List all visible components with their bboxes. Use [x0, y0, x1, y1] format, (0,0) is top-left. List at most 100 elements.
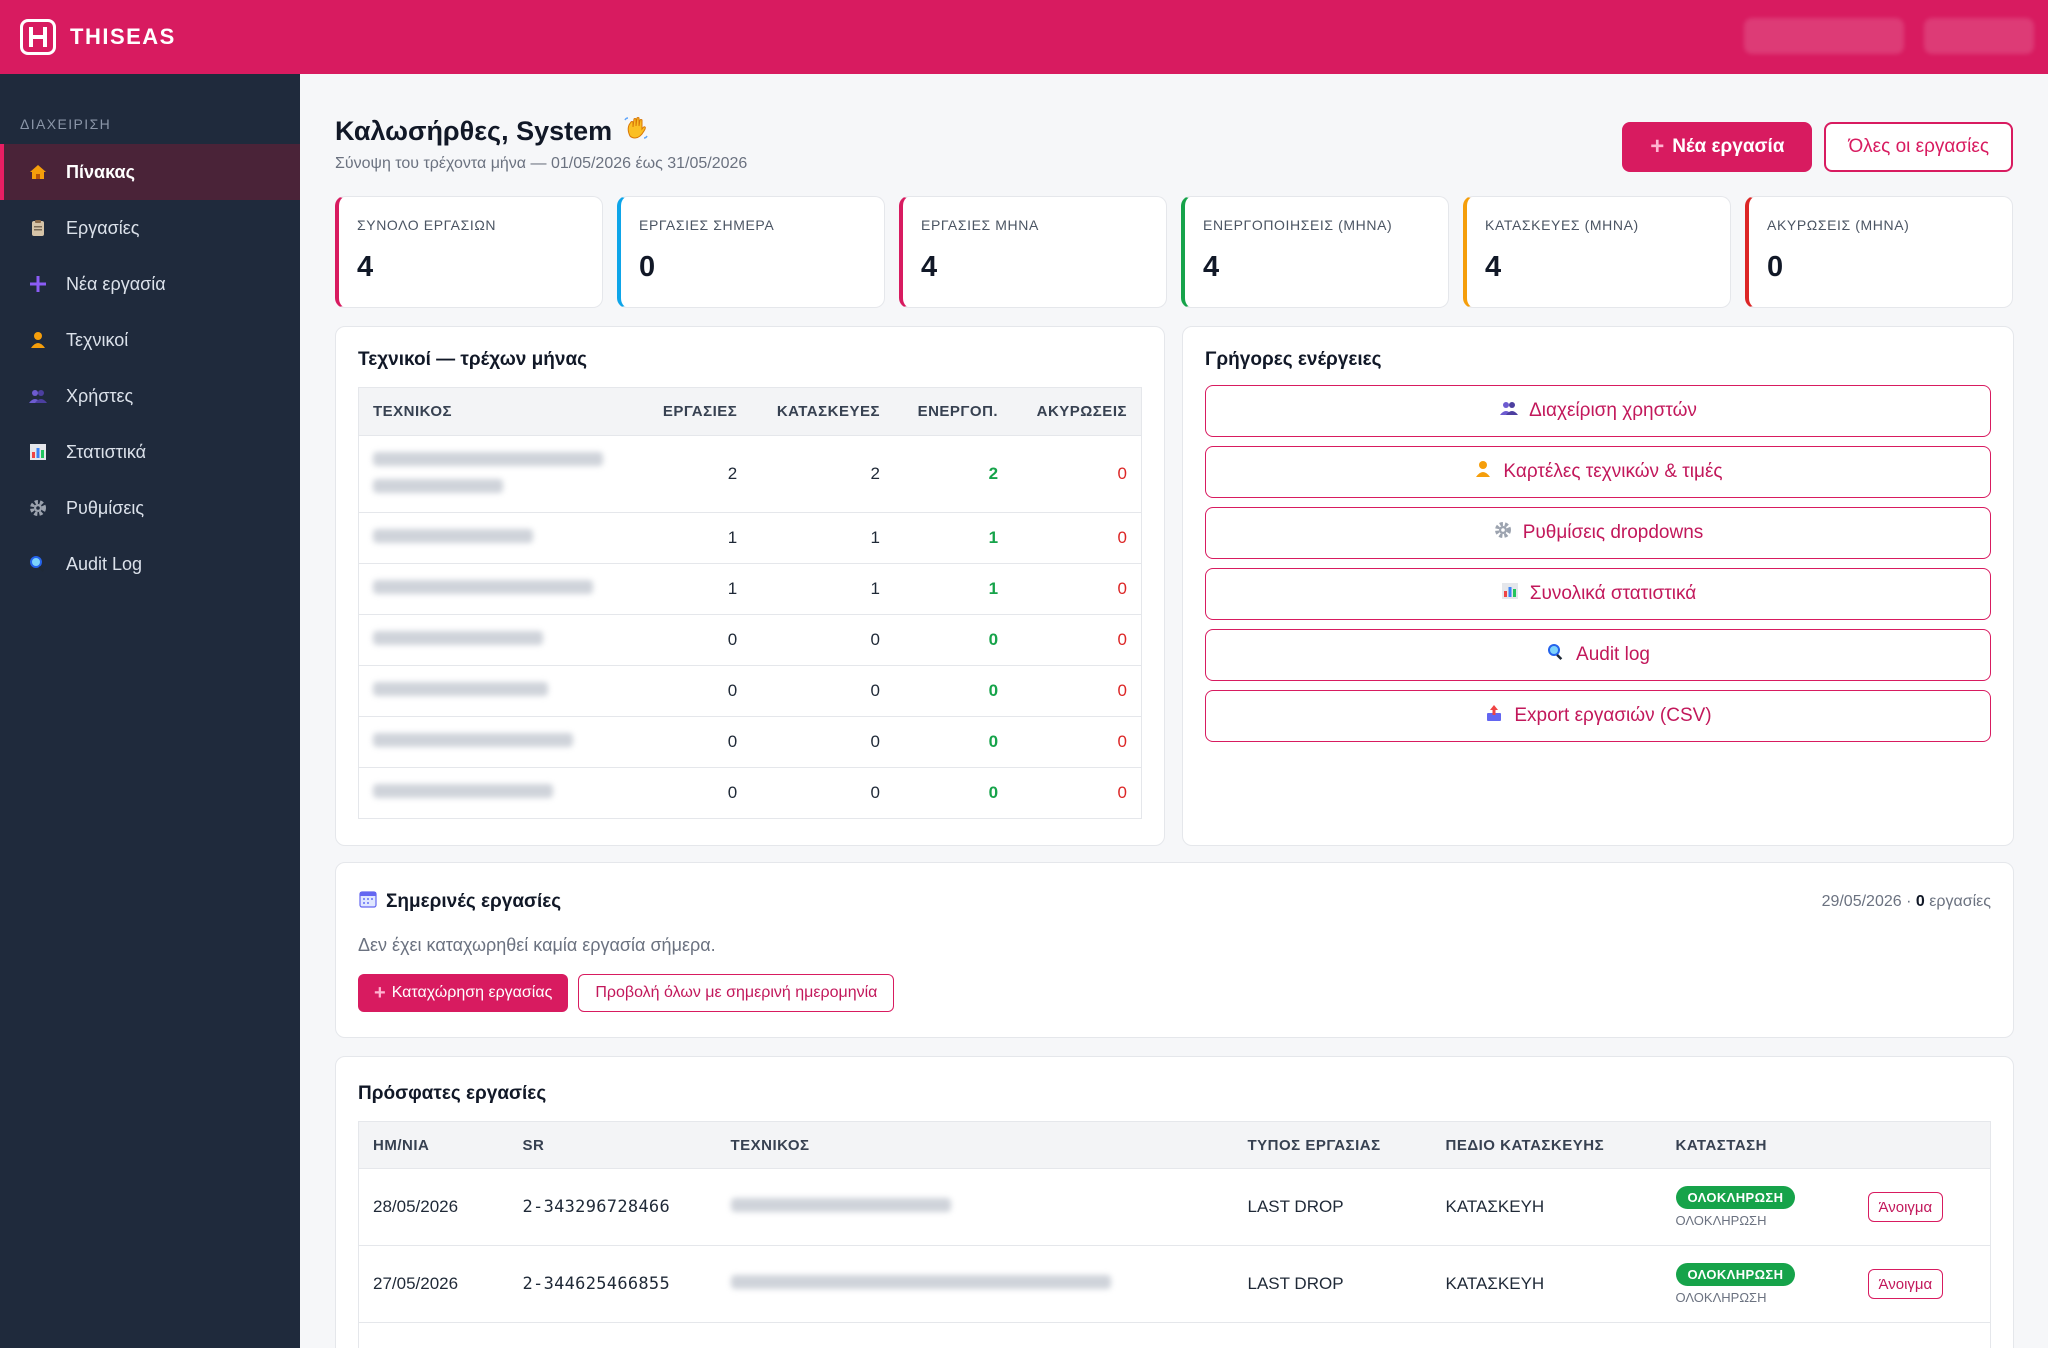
technician-cards-button[interactable]: Καρτέλες τεχνικών & τιμές [1205, 446, 1991, 498]
technician-name [358, 767, 640, 819]
cancellations-cell: 0 [1012, 435, 1142, 513]
cancellations-cell: 0 [1012, 563, 1142, 615]
audit-log-button[interactable]: Audit log [1205, 629, 1991, 681]
user-info[interactable] [1744, 18, 1904, 54]
new-task-label: Νέα εργασία [1672, 136, 1785, 157]
stat-card-today: ΕΡΓΑΣΙΕΣ ΣΗΜΕΡΑ 0 [617, 196, 885, 308]
activations-cell: 0 [893, 665, 1013, 717]
today-count-label: εργασίες [1929, 893, 1991, 910]
technician-name [358, 716, 640, 768]
sr-cell: 2-343296728466 [508, 1168, 717, 1246]
sidebar-section-title: ΔΙΑΧΕΙΡΙΣΗ [20, 116, 112, 132]
table-row[interactable]: 0 0 0 0 [358, 716, 1142, 768]
recent-tasks-card: Πρόσφατες εργασίες ΗΜ/ΝΙΑ SR ΤΕΧΝΙΚΟΣ ΤΥ… [335, 1056, 2014, 1348]
logo-icon [20, 19, 56, 55]
builds-cell: 0 [751, 767, 894, 819]
status-badge: ΟΛΟΚΛΗΡΩΣΗ [1675, 1186, 1796, 1209]
table-row[interactable]: 1 1 1 0 [358, 512, 1142, 564]
greeting-block: Καλωσήρθες, System Σύνοψη του τρέχοντα μ… [335, 114, 747, 173]
column-header[interactable]: ΠΕΔΙΟ ΚΑΤΑΣΚΕΥΗΣ [1431, 1121, 1662, 1169]
technician-name [358, 665, 640, 717]
tasks-cell: 0 [639, 767, 752, 819]
table-row[interactable]: 27/05/2026 2-344625466855 LAST DROP ΚΑΤΑ… [358, 1245, 1991, 1323]
today-date: 29/05/2026 · [1821, 893, 1912, 910]
cancellations-cell: 0 [1012, 767, 1142, 819]
status-cell: ΟΛΟΚΛΗΡΩΣΗ ΟΛΟΚΛΗΡΩΣΗ [1661, 1245, 1854, 1323]
plus-icon [28, 274, 48, 294]
magnifier-icon [1546, 642, 1566, 668]
column-header[interactable]: ΑΚΥΡΩΣΕΙΣ [1012, 387, 1142, 436]
sidebar-item-label: Ρυθμίσεις [66, 497, 145, 518]
activations-cell: 2 [893, 435, 1013, 513]
quick-actions-card: Γρήγορες ενέργειες Διαχείριση χρηστών Κα… [1182, 326, 2014, 846]
tasks-cell: 0 [639, 716, 752, 768]
stat-label: ΕΡΓΑΣΙΕΣ ΣΗΜΕΡΑ [639, 217, 775, 233]
column-header[interactable]: ΕΝΕΡΓΟΠ. [893, 387, 1013, 436]
main-content: Καλωσήρθες, System Σύνοψη του τρέχοντα μ… [300, 74, 2048, 1348]
sidebar-item-audit-log[interactable]: Audit Log [0, 536, 300, 592]
builds-cell: 1 [751, 512, 894, 564]
table-row[interactable]: 0 0 0 0 [358, 665, 1142, 717]
column-header[interactable]: ΤΥΠΟΣ ΕΡΓΑΣΙΑΣ [1233, 1121, 1432, 1169]
sidebar-item-users[interactable]: Χρήστες [0, 368, 300, 424]
page-subtitle: Σύνοψη του τρέχοντα μήνα — 01/05/2026 έω… [335, 155, 748, 172]
open-task-button[interactable]: Άνοιγμα [1867, 1269, 1944, 1299]
open-task-button[interactable]: Άνοιγμα [1867, 1192, 1944, 1222]
chart-icon [1500, 581, 1520, 607]
today-title: Σημερινές εργασίες [358, 889, 561, 915]
logout-button[interactable] [1924, 18, 2034, 54]
table-row[interactable]: 0 0 0 0 [358, 767, 1142, 819]
sidebar-item-label: Audit Log [66, 553, 143, 574]
action-label: Διαχείριση χρηστών [1529, 400, 1697, 421]
sidebar-item-tasks[interactable]: Εργασίες [0, 200, 300, 256]
activations-cell: 0 [893, 614, 1013, 666]
overall-statistics-button[interactable]: Συνολικά στατιστικά [1205, 568, 1991, 620]
table-row[interactable]: 1 1 1 0 [358, 563, 1142, 615]
view-today-tasks-button[interactable]: Προβολή όλων με σημερινή ημερομηνία [578, 974, 895, 1012]
chart-icon [28, 442, 48, 462]
sidebar: ΔΙΑΧΕΙΡΙΣΗ Πίνακας Εργασίες Νέα εργασία … [0, 74, 300, 1348]
column-header-actions [1853, 1121, 1991, 1169]
stat-card-month: ΕΡΓΑΣΙΕΣ ΜΗΝΑ 4 [899, 196, 1167, 308]
column-header[interactable]: SR [508, 1121, 717, 1169]
column-header[interactable]: ΕΡΓΑΣΙΕΣ [639, 387, 752, 436]
top-bar: THISEAS [0, 0, 2048, 74]
status-sub: ΟΛΟΚΛΗΡΩΣΗ [1675, 1290, 1767, 1305]
table-row[interactable]: 2 2 2 0 [358, 435, 1142, 513]
technician-name [358, 512, 640, 564]
table-row[interactable]: 28/05/2026 2-343296728466 LAST DROP ΚΑΤΑ… [358, 1168, 1991, 1246]
register-task-button[interactable]: + Καταχώρηση εργασίας [358, 974, 569, 1012]
tasks-cell: 0 [639, 614, 752, 666]
table-row[interactable]: ΟΛΟΚΛΗΡΩΣΗ [358, 1322, 1991, 1348]
sidebar-item-label: Νέα εργασία [66, 273, 166, 294]
dropdown-settings-button[interactable]: Ρυθμίσεις dropdowns [1205, 507, 1991, 559]
sidebar-item-label: Εργασίες [66, 217, 140, 238]
column-header[interactable]: ΚΑΤΑΣΤΑΣΗ [1661, 1121, 1854, 1169]
column-header[interactable]: ΗΜ/ΝΙΑ [358, 1121, 509, 1169]
column-header[interactable]: ΤΕΧΝΙΚΟΣ [716, 1121, 1234, 1169]
action-label: Συνολικά στατιστικά [1529, 583, 1697, 604]
stat-card-builds: ΚΑΤΑΣΚΕΥΕΣ (ΜΗΝΑ) 4 [1463, 196, 1731, 308]
builds-cell: 2 [751, 435, 894, 513]
new-task-button[interactable]: + Νέα εργασία [1622, 122, 1813, 172]
app-logo[interactable]: THISEAS [20, 19, 176, 55]
recent-title: Πρόσφατες εργασίες [358, 1083, 547, 1104]
table-row[interactable]: 0 0 0 0 [358, 614, 1142, 666]
today-title-text: Σημερινές εργασίες [386, 891, 562, 912]
home-icon [28, 162, 48, 182]
export-csv-button[interactable]: Export εργασιών (CSV) [1205, 690, 1991, 742]
register-task-label: Καταχώρηση εργασίας [391, 984, 553, 1001]
sidebar-item-statistics[interactable]: Στατιστικά [0, 424, 300, 480]
sidebar-item-new-task[interactable]: Νέα εργασία [0, 256, 300, 312]
stat-label: ΕΝΕΡΓΟΠΟΙΗΣΕΙΣ (ΜΗΝΑ) [1203, 217, 1393, 233]
stat-value: 4 [357, 251, 374, 283]
stat-label: ΣΥΝΟΛΟ ΕΡΓΑΣΙΩΝ [357, 217, 497, 233]
manage-users-button[interactable]: Διαχείριση χρηστών [1205, 385, 1991, 437]
all-tasks-button[interactable]: Όλες οι εργασίες [1824, 122, 2013, 172]
sidebar-item-dashboard[interactable]: Πίνακας [0, 144, 300, 200]
sidebar-item-technicians[interactable]: Τεχνικοί [0, 312, 300, 368]
column-header[interactable]: ΚΑΤΑΣΚΕΥΕΣ [751, 387, 894, 436]
greeting-text: Καλωσήρθες, System [335, 116, 613, 146]
sidebar-item-settings[interactable]: Ρυθμίσεις [0, 480, 300, 536]
column-header[interactable]: ΤΕΧΝΙΚΟΣ [358, 387, 640, 436]
